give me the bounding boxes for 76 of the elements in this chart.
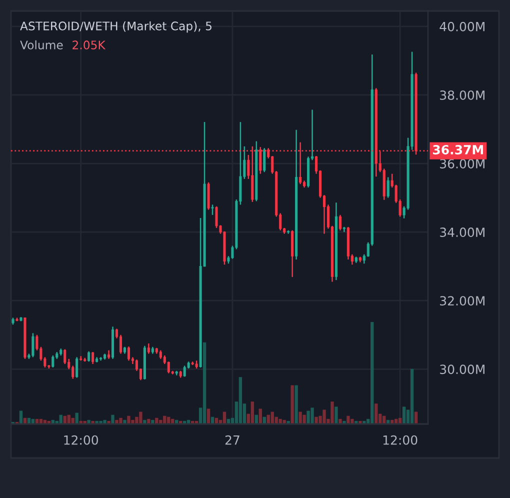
bar — [354, 420, 358, 424]
bar — [310, 408, 314, 424]
bar — [79, 420, 82, 424]
ref-line-label: 36.37M — [433, 145, 483, 154]
candlestick — [92, 351, 94, 365]
y-tick-label: 30.00M — [440, 364, 484, 374]
bar — [250, 402, 254, 424]
bar — [83, 420, 86, 424]
bar — [139, 412, 142, 424]
bar — [370, 322, 374, 424]
candlestick — [263, 147, 266, 173]
bar — [143, 420, 146, 424]
candlestick — [215, 206, 218, 229]
x-tick-label: 12:00 — [383, 435, 418, 445]
bar — [206, 408, 210, 424]
bar — [127, 416, 130, 424]
bar — [282, 420, 286, 424]
candlestick — [88, 350, 90, 362]
bar — [115, 420, 118, 424]
candlestick — [64, 348, 66, 365]
bar — [294, 385, 298, 424]
bar — [103, 420, 106, 424]
bar — [346, 416, 350, 424]
bar — [374, 404, 378, 424]
candlestick — [52, 354, 54, 368]
candlestick — [211, 204, 214, 216]
bar — [151, 420, 154, 424]
y-tick-label: 34.00M — [440, 228, 484, 237]
bar — [119, 418, 122, 424]
bar — [99, 420, 102, 424]
bar — [75, 412, 78, 424]
candlestick — [147, 342, 150, 354]
bar — [402, 406, 406, 424]
candlestick — [207, 182, 210, 210]
bar — [131, 420, 134, 424]
bar — [290, 385, 294, 424]
candlestick — [338, 214, 342, 231]
bar — [322, 410, 326, 424]
x-tick-label: 12:00 — [64, 435, 98, 445]
x-tick-label: 27 — [225, 435, 240, 445]
bar — [123, 420, 126, 424]
bar — [306, 410, 310, 424]
bar — [202, 342, 206, 424]
y-tick-label: 32.00M — [440, 296, 484, 306]
candlestick — [32, 332, 34, 358]
bar — [410, 368, 414, 424]
bar — [87, 420, 90, 424]
bar — [334, 406, 338, 424]
candlestick — [386, 176, 390, 198]
annotation: 2.05K — [72, 40, 106, 50]
bar — [302, 414, 306, 424]
y-tick-label: 38.00M — [440, 90, 484, 100]
chart-title: Volume — [20, 40, 63, 50]
bar — [95, 420, 98, 424]
text: ASTEROID/WETH (Market Cap), 5 — [20, 21, 212, 33]
bar — [358, 420, 362, 424]
candlestick — [167, 360, 170, 374]
bar — [147, 418, 150, 424]
bar — [111, 414, 114, 424]
candlestick — [76, 356, 78, 378]
bar — [91, 420, 94, 424]
bar — [286, 420, 290, 424]
bar — [19, 410, 23, 424]
bar — [298, 412, 302, 424]
y-tick-label: 36.00M — [440, 158, 484, 168]
bar — [107, 420, 110, 424]
bar — [314, 416, 318, 424]
candlestick — [72, 365, 74, 380]
candlestick — [127, 346, 130, 362]
y-tick-label: 40.00M — [440, 22, 484, 32]
bar — [238, 377, 242, 424]
bar — [342, 420, 346, 424]
bar — [330, 402, 334, 424]
bar — [258, 408, 262, 424]
bar — [338, 418, 342, 424]
bar — [350, 418, 354, 424]
